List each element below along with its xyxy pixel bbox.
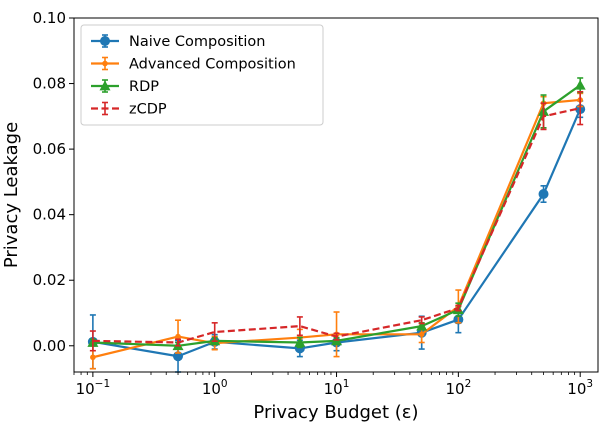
legend-item: zCDP bbox=[91, 102, 167, 118]
axes-frame bbox=[73, 17, 599, 373]
data-point bbox=[418, 331, 425, 338]
legend-box bbox=[80, 24, 324, 126]
legend-label: zCDP bbox=[129, 102, 167, 118]
x-tick-label: 100 bbox=[202, 378, 228, 398]
x-tick-base: 10 bbox=[445, 380, 464, 398]
data-point bbox=[175, 333, 181, 340]
y-tick-label: 0.10 bbox=[33, 9, 66, 27]
x-tick-exponent: 2 bbox=[465, 378, 472, 390]
data-point bbox=[574, 79, 586, 90]
series-3 bbox=[89, 90, 584, 352]
y-tick-label: 0.02 bbox=[33, 271, 66, 289]
x-tick-exponent: −1 bbox=[95, 378, 110, 390]
legend: Naive Composition Advanced Composition RDP… bbox=[80, 24, 324, 126]
x-tick-label: 101 bbox=[324, 378, 350, 398]
x-tick-exponent: 0 bbox=[221, 378, 228, 390]
data-point bbox=[538, 189, 549, 200]
x-tick-base: 10 bbox=[324, 380, 343, 398]
data-point bbox=[294, 337, 306, 347]
x-tick-base: 10 bbox=[567, 380, 586, 398]
legend-label: Advanced Composition bbox=[129, 57, 296, 73]
x-tick-exponent: 3 bbox=[586, 378, 593, 390]
legend-marker bbox=[102, 60, 108, 67]
y-tick-label: 0.04 bbox=[33, 206, 66, 224]
legend-label: RDP bbox=[129, 79, 159, 95]
x-tick-base: 10 bbox=[202, 380, 221, 398]
x-tick-label: 103 bbox=[567, 378, 593, 398]
plot-area bbox=[87, 77, 586, 373]
legend-item: Advanced Composition bbox=[91, 57, 296, 73]
legend-item: Naive Composition bbox=[91, 34, 265, 50]
x-tick-label: 102 bbox=[445, 378, 471, 398]
series-line bbox=[92, 107, 581, 344]
x-axis-label: Privacy Budget (ε) bbox=[253, 402, 418, 423]
y-axis-label: Privacy Leakage bbox=[1, 122, 22, 268]
y-tick-label: 0.00 bbox=[33, 337, 66, 355]
x-tick-exponent: 1 bbox=[343, 378, 350, 390]
legend-label: Naive Composition bbox=[129, 34, 265, 50]
data-point bbox=[90, 354, 96, 361]
series-1 bbox=[89, 92, 584, 370]
legend-marker bbox=[99, 80, 111, 91]
x-tick-base: 10 bbox=[76, 380, 95, 398]
y-tick-label: 0.08 bbox=[33, 75, 66, 93]
data-point bbox=[416, 320, 428, 331]
legend-marker bbox=[100, 36, 110, 46]
x-tick-label: 10−1 bbox=[76, 378, 111, 398]
y-tick-label: 0.06 bbox=[33, 140, 66, 158]
legend-item: RDP bbox=[91, 79, 159, 95]
